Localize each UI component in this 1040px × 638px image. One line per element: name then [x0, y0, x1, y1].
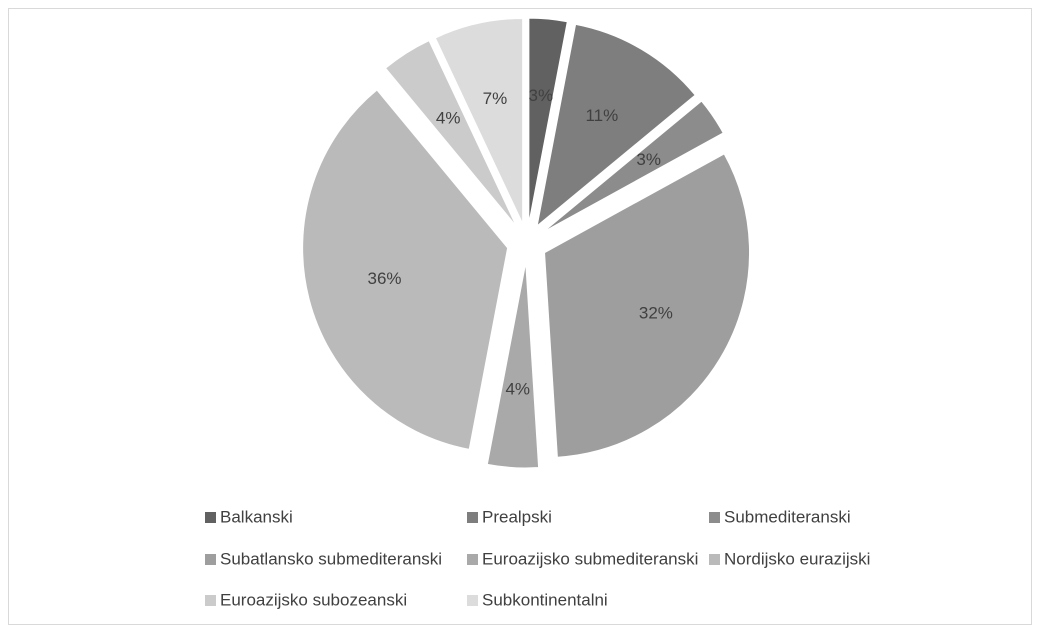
legend-label: Subatlansko submediteranski — [220, 549, 442, 568]
data-label: 4% — [436, 108, 461, 127]
legend-label: Prealpski — [482, 507, 552, 526]
pie-slice — [302, 89, 509, 450]
legend-label: Euroazijsko submediteranski — [482, 549, 698, 568]
pie-slice — [544, 153, 751, 458]
legend-swatch — [709, 554, 720, 565]
legend-label: Subkontinentalni — [482, 590, 608, 609]
pie-slice — [384, 39, 517, 227]
legend-label: Euroazijsko subozeanski — [220, 590, 407, 609]
legend-swatch — [709, 512, 720, 523]
pie-slice — [543, 100, 724, 233]
data-label: 4% — [505, 379, 530, 398]
pie-slice — [434, 17, 524, 224]
legend-swatch — [205, 512, 216, 523]
pie-slice — [486, 262, 540, 469]
legend-swatch — [467, 595, 478, 606]
legend-label: Nordijsko eurazijski — [724, 549, 870, 568]
legend-swatch — [205, 595, 216, 606]
legend-label: Balkanski — [220, 507, 293, 526]
data-label: 3% — [636, 150, 661, 169]
legend-swatch — [467, 512, 478, 523]
data-label: 7% — [483, 89, 508, 108]
pie-slice — [528, 17, 568, 224]
data-label: 36% — [368, 269, 402, 288]
data-label: 32% — [639, 303, 673, 322]
data-label: 3% — [529, 86, 554, 105]
pie-slice — [536, 23, 696, 228]
legend-label: Submediteranski — [724, 507, 851, 526]
data-label: 11% — [585, 106, 618, 125]
legend-swatch — [205, 554, 216, 565]
legend-swatch — [467, 554, 478, 565]
